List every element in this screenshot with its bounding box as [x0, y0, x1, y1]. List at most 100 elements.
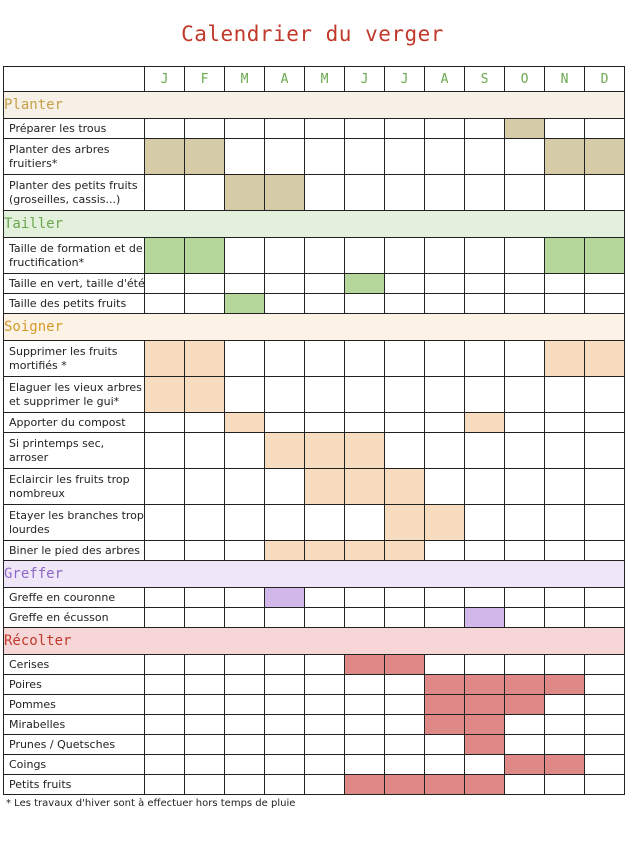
- month-cell: [504, 340, 545, 377]
- month-cell: [584, 174, 625, 211]
- month-cell: [144, 754, 185, 775]
- task-row: Greffe en couronne: [3, 587, 625, 608]
- month-cell: [344, 694, 385, 715]
- month-cell-active: [344, 273, 385, 294]
- month-cell: [144, 694, 185, 715]
- month-cell: [384, 138, 425, 175]
- month-cell: [464, 237, 505, 274]
- month-cell: [144, 273, 185, 294]
- month-cell: [184, 432, 225, 469]
- month-cell: [144, 118, 185, 139]
- month-cell: [264, 774, 305, 795]
- month-cell-active: [424, 774, 465, 795]
- month-cell: [264, 138, 305, 175]
- task-row: Eclaircir les fruits trop nombreux: [3, 468, 625, 505]
- month-cell: [224, 540, 265, 561]
- month-cell-active: [384, 468, 425, 505]
- month-cell: [304, 340, 345, 377]
- month-cell: [384, 432, 425, 469]
- section-header-récolter: Récolter: [3, 627, 625, 655]
- month-cell-active: [424, 694, 465, 715]
- month-cell-active: [144, 340, 185, 377]
- month-cell: [224, 754, 265, 775]
- month-cell: [224, 774, 265, 795]
- month-cell: [184, 540, 225, 561]
- month-cell: [264, 376, 305, 413]
- month-cell: [544, 540, 585, 561]
- month-cell: [544, 376, 585, 413]
- month-header-4: A: [264, 66, 305, 92]
- page-title: Calendrier du verger: [181, 22, 444, 46]
- month-cell: [504, 237, 545, 274]
- month-cell: [264, 694, 305, 715]
- month-cell: [584, 674, 625, 695]
- month-cell: [464, 654, 505, 675]
- month-cell: [544, 273, 585, 294]
- month-cell: [344, 504, 385, 541]
- month-cell: [304, 607, 345, 628]
- header-corner: [3, 66, 145, 92]
- month-cell: [464, 138, 505, 175]
- month-cell: [184, 504, 225, 541]
- month-cell: [344, 734, 385, 755]
- month-cell: [264, 504, 305, 541]
- month-cell: [264, 714, 305, 735]
- month-cell: [544, 607, 585, 628]
- month-cell: [384, 587, 425, 608]
- month-cell: [344, 174, 385, 211]
- month-cell-active: [584, 340, 625, 377]
- month-cell: [424, 174, 465, 211]
- month-cell: [424, 654, 465, 675]
- section-title: Récolter: [3, 627, 625, 655]
- month-cell: [424, 237, 465, 274]
- month-cell: [584, 376, 625, 413]
- month-cell: [264, 237, 305, 274]
- month-cell: [504, 273, 545, 294]
- month-cell: [224, 734, 265, 755]
- month-cell: [544, 412, 585, 433]
- month-cell: [584, 504, 625, 541]
- month-cell: [304, 774, 345, 795]
- month-cell: [304, 273, 345, 294]
- month-cell-active: [584, 237, 625, 274]
- month-cell: [224, 273, 265, 294]
- month-cell: [184, 714, 225, 735]
- month-cell-active: [184, 237, 225, 274]
- month-cell-active: [384, 774, 425, 795]
- task-row: Supprimer les fruits mortifiés *: [3, 340, 625, 377]
- month-cell-active: [464, 694, 505, 715]
- month-cell: [584, 468, 625, 505]
- month-cell: [264, 654, 305, 675]
- month-cell: [544, 293, 585, 314]
- month-cell: [544, 587, 585, 608]
- month-cell: [344, 118, 385, 139]
- month-cell: [224, 587, 265, 608]
- month-cell: [384, 118, 425, 139]
- task-row: Taille en vert, taille d'été: [3, 273, 625, 294]
- task-label: Pommes: [3, 694, 145, 715]
- month-cell: [344, 340, 385, 377]
- section-title: Tailler: [3, 210, 625, 238]
- month-cell-active: [464, 714, 505, 735]
- month-cell: [544, 774, 585, 795]
- month-cell-active: [384, 654, 425, 675]
- month-cell: [584, 774, 625, 795]
- month-cell: [224, 607, 265, 628]
- month-cell-active: [504, 118, 545, 139]
- month-cell: [464, 504, 505, 541]
- month-cell-active: [384, 540, 425, 561]
- task-row: Etayer les branches trop lourdes: [3, 504, 625, 541]
- task-row: Prunes / Quetsches: [3, 734, 625, 755]
- month-cell: [304, 237, 345, 274]
- month-cell: [264, 273, 305, 294]
- month-cell-active: [544, 237, 585, 274]
- month-cell: [384, 674, 425, 695]
- task-row: Poires: [3, 674, 625, 695]
- month-cell: [424, 734, 465, 755]
- task-row: Biner le pied des arbres: [3, 540, 625, 561]
- month-cell: [504, 468, 545, 505]
- task-label: Prunes / Quetsches: [3, 734, 145, 755]
- month-cell-active: [304, 540, 345, 561]
- month-cell: [504, 376, 545, 413]
- task-row: Coings: [3, 754, 625, 775]
